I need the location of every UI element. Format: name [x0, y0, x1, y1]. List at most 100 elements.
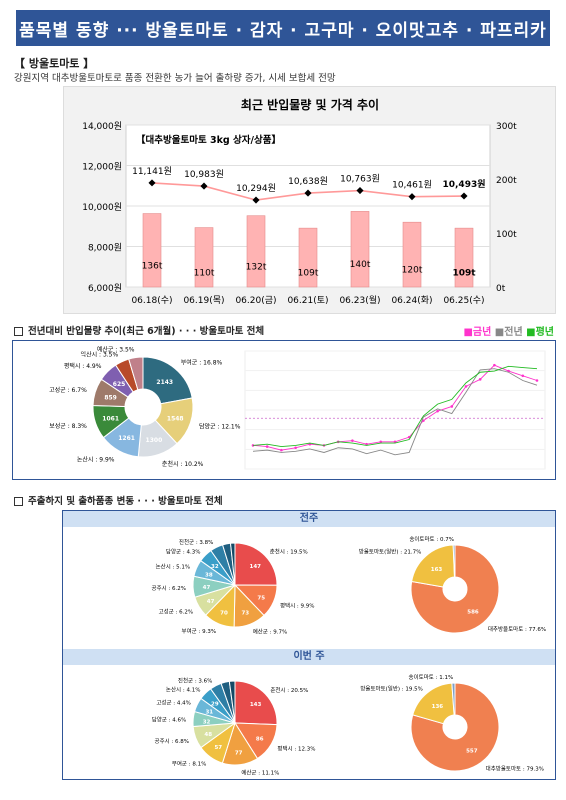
this-week-pies: 143 춘천시 : 20.5% 86 평택시 : 12.3% 77 예산군 : 11.1%… [152, 673, 544, 777]
week-prev-header: 전주 [63, 511, 555, 527]
price-label: 11,141원 [132, 166, 172, 177]
volume-trend-svg: 2143 부여군 : 16.8% 1548 담양군 : 12.1% 1300 춘천시 : … [49, 346, 546, 470]
section-description: 강원지역 대추방울토마토로 품종 전환한 농가 늘어 출하량 증가, 시세 보합… [14, 73, 336, 84]
price-label: 10,493원 [442, 178, 485, 190]
y-left-tick-label: 6,000원 [88, 283, 122, 294]
pie-value-label: 48 [204, 732, 212, 738]
pie-slice [229, 542, 236, 586]
y-left-tick-label: 10,000원 [82, 202, 122, 213]
pie-category-label: 논산시 : 4.1% [166, 685, 201, 693]
volume-label: 132t [246, 262, 267, 272]
pie-value-label: 77 [235, 750, 243, 756]
pie-category-label: 예산군 : 3.5% [97, 346, 135, 354]
pie-category-label: 부여군 : 16.8% [181, 359, 223, 367]
pie-value-label: 147 [250, 564, 262, 570]
pie-category-label: 진천군 : 3.6% [178, 677, 213, 685]
y-right-tick-label: 100t [496, 230, 517, 240]
pie-slice [228, 680, 236, 724]
pie-category-label: 부여군 : 8.1% [172, 760, 207, 768]
volume-label: 109t [452, 269, 476, 279]
pie-category-label: 진천군 : 3.8% [179, 538, 214, 546]
pie-category-label: 고성군 : 4.4% [156, 699, 191, 707]
volume-price-chart: 최근 반입물량 및 가격 추이 14,000원 12,000원 10,000원 8,00… [63, 86, 556, 314]
x-tick-label: 06.21(토) [287, 296, 328, 306]
pie-category-label: 익산시 : 3.5% [81, 350, 119, 358]
pie-slice [410, 682, 500, 772]
pie-category-label: 춘천시 : 19.5% [270, 547, 308, 555]
pie-value-label: 38 [205, 573, 213, 579]
pie-value-label: 136 [432, 704, 444, 710]
legend-last-year: ■전년 [494, 327, 523, 338]
pie-category-label: 논산시 : 9.9% [77, 456, 115, 464]
pie-value-label: 625 [113, 381, 126, 388]
pie-category-label: 방울토마토(일반) : 19.5% [360, 684, 423, 692]
pie-value-label: 47 [203, 585, 211, 591]
pie-value-label: 73 [241, 611, 249, 617]
pie-category-label: 대추방울토마토 : 77.6% [488, 625, 546, 633]
trend-marker [493, 363, 496, 367]
checkbox-square-icon [14, 327, 23, 336]
trend-marker [450, 405, 454, 408]
pie-slice [128, 356, 144, 391]
legend-normal-year: ■평년 [526, 327, 554, 338]
pie-category-label: 대추방울토마토 : 79.3% [486, 765, 544, 773]
pie-category-label: 보성군 : 8.3% [49, 422, 87, 430]
x-tick-label: 06.25(수) [443, 295, 484, 306]
pie-value-label: 557 [466, 748, 478, 754]
trend-line [252, 365, 538, 448]
trend-marker [521, 374, 525, 378]
pie-slice [451, 682, 456, 716]
pie-value-label: 32 [203, 719, 211, 725]
pie-value-label: 2143 [156, 379, 173, 386]
pie-value-label: 1061 [102, 416, 119, 423]
chart-title: 최근 반입물량 및 가격 추이 [241, 97, 379, 112]
pie-category-label: 담양군 : 12.1% [199, 423, 241, 431]
pie-value-label: 1548 [167, 416, 184, 423]
pie-category-label: 고성군 : 6.7% [49, 386, 87, 394]
volume-label: 120t [402, 266, 423, 276]
pie-value-label: 32 [211, 564, 219, 570]
price-label: 10,983원 [184, 169, 224, 180]
pie-value-label: 163 [431, 567, 443, 573]
pie-category-label: 춘천시 : 20.5% [270, 686, 308, 694]
pie-value-label: 859 [104, 395, 117, 402]
trend-marker [478, 378, 482, 381]
price-marker [252, 196, 260, 204]
volume-bar [142, 213, 162, 288]
pie-value-label: 586 [467, 609, 479, 615]
pie-category-label: 공주시 : 6.2% [152, 585, 187, 592]
volume-bar [454, 227, 474, 288]
x-tick-label: 06.20(금) [235, 295, 276, 306]
pie-category-label: 고성군 : 6.2% [159, 607, 194, 615]
pie-value-label: 57 [214, 745, 222, 751]
section-heading-volume-trend: 전년대비 반입물량 추이(최근 6개월) · · · 방울토마토 전체 [14, 323, 264, 337]
subtitle-bg [134, 131, 338, 147]
pie-slice [410, 544, 500, 634]
price-marker [148, 179, 156, 187]
price-marker [356, 187, 364, 195]
trend-line [252, 368, 538, 456]
pie-category-label: 방울토마토(일반) : 21.7% [359, 548, 422, 556]
pie-category-label: 담양군 : 4.3% [166, 547, 201, 555]
pie-category-label: 부여군 : 9.3% [182, 627, 217, 635]
pie-value-label: 31 [205, 710, 213, 716]
volume-price-chart-svg: 최근 반입물량 및 가격 추이 14,000원 12,000원 10,000원 8,00… [82, 97, 517, 306]
trend-marker [535, 379, 539, 382]
volume-bar [298, 227, 318, 288]
chart-subtitle: 【대추방울토마토 3kg 상자/상품】 [136, 134, 281, 146]
volume-bar [246, 215, 266, 288]
trend-marker [351, 439, 354, 442]
price-marker [408, 193, 416, 201]
price-marker [304, 189, 312, 197]
pie-value-label: 86 [256, 736, 264, 742]
pie-category-label: 춘천시 : 10.2% [162, 460, 204, 468]
pie-category-label: 논산시 : 5.1% [156, 562, 191, 570]
volume-trend-title: 전년대비 반입물량 추이(최근 6개월) · · · 방울토마토 전체 [28, 326, 265, 337]
pie-value-label: 1300 [146, 437, 163, 444]
volume-trend-panel: 2143 부여군 : 16.8% 1548 담양군 : 12.1% 1300 춘천시 : … [12, 340, 556, 480]
origin-variety-panel: 전주 147 춘천시 : 19.5% 75 평택시 : 9.9% 73 예산군 : 9.7… [62, 510, 556, 780]
pie-value-label: 1261 [118, 435, 135, 442]
price-label: 10,461원 [392, 180, 432, 191]
price-label: 10,638원 [288, 176, 328, 187]
pie-value-label: 143 [250, 702, 262, 708]
